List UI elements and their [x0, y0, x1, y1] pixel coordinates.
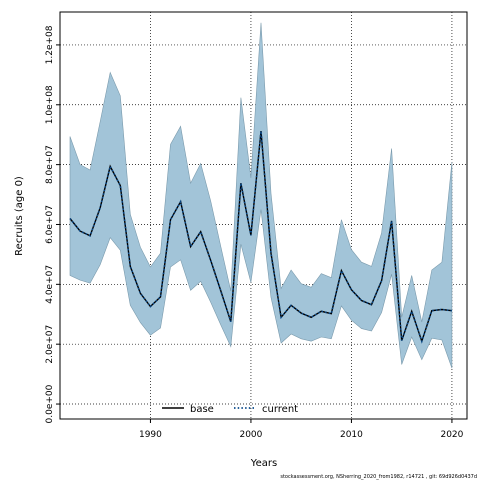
current-series-line	[69, 131, 452, 344]
x-tick-label: 2010	[340, 430, 363, 440]
footer-credit: stockassessment.org, NSherring_2020_from…	[280, 474, 477, 480]
y-tick-label: 4.0e+07	[45, 265, 55, 304]
y-axis: 0.0e+00 2.0e+07 4.0e+07 6.0e+07 8.0e+07 1.0e+…	[45, 25, 60, 423]
y-tick-label: 2.0e+07	[45, 325, 55, 364]
y-tick-label: 6.0e+07	[45, 205, 55, 244]
legend-base-label: base	[190, 404, 214, 415]
x-axis: 1990 2000 2010 2020	[139, 419, 464, 440]
x-axis-title: Years	[250, 458, 277, 469]
legend: base current	[162, 404, 298, 415]
confidence-band	[69, 22, 453, 369]
y-tick-label: 0.0e+00	[45, 384, 55, 423]
x-tick-label: 1990	[139, 430, 162, 440]
legend-current-label: current	[262, 404, 298, 415]
x-tick-label: 2000	[239, 430, 262, 440]
x-tick-label: 2020	[440, 430, 463, 440]
plot-frame	[59, 11, 468, 420]
y-axis-title: Recruits (age 0)	[14, 176, 25, 256]
y-tick-label: 1.0e+08	[45, 85, 55, 124]
y-tick-label: 8.0e+07	[45, 145, 55, 184]
y-tick-label: 1.2e+08	[45, 25, 55, 64]
